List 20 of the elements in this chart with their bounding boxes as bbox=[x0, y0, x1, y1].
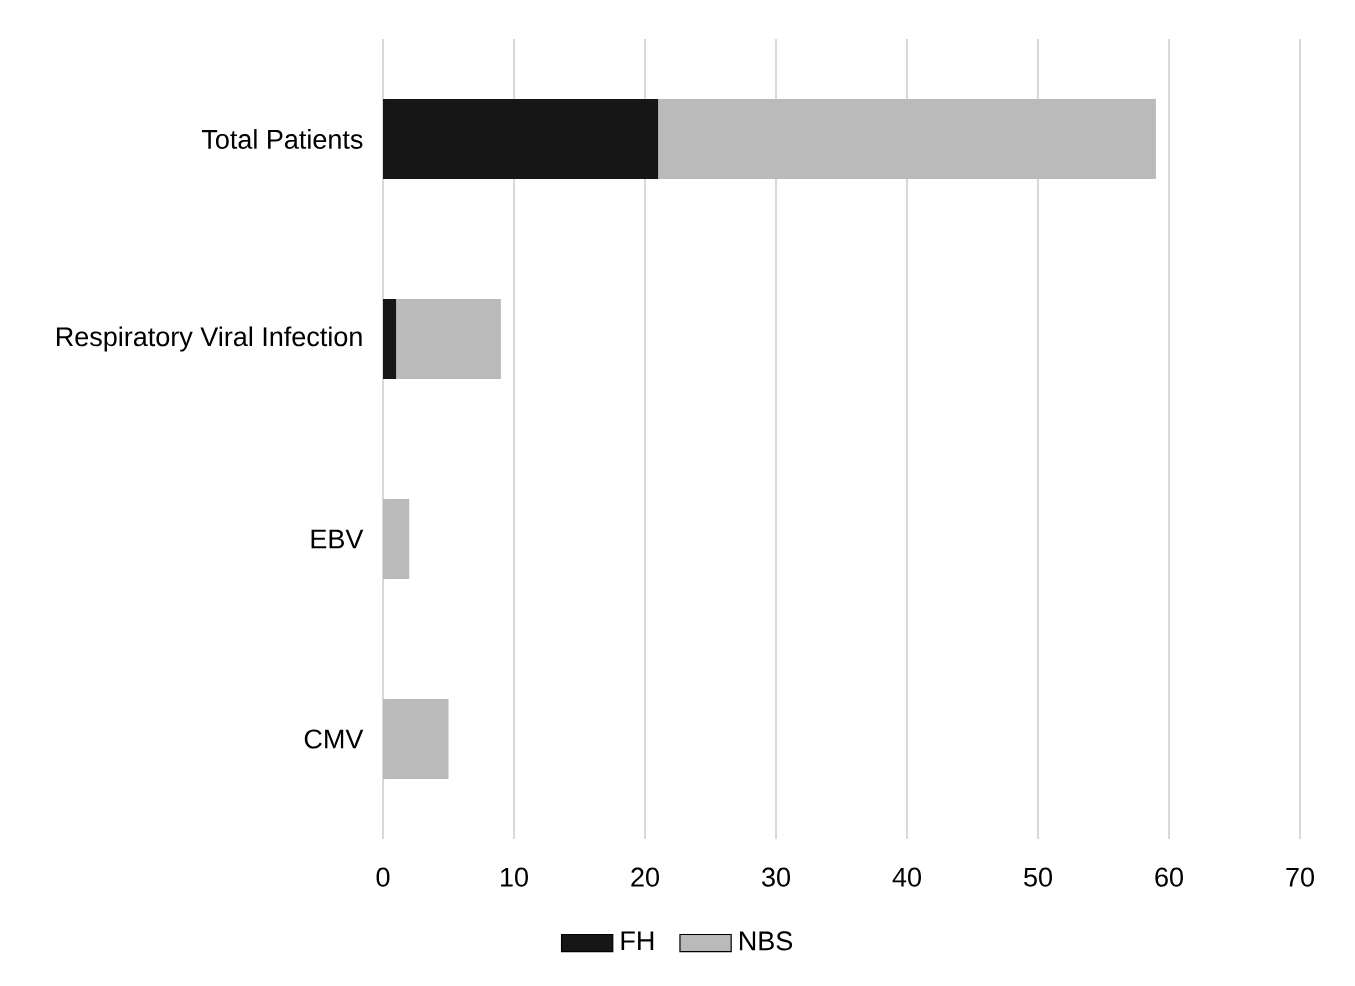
x-tick-label: 70 bbox=[1286, 867, 1314, 887]
bar bbox=[383, 499, 410, 579]
bar bbox=[658, 98, 1156, 179]
bar bbox=[383, 98, 659, 179]
legend-label: NBS bbox=[739, 931, 793, 951]
x-tick-label: 0 bbox=[376, 867, 390, 887]
y-tick-label: Total Patients bbox=[201, 129, 363, 149]
legend-label: FH bbox=[621, 931, 654, 951]
bar bbox=[383, 699, 449, 780]
y-tick-label: CMV bbox=[304, 729, 364, 749]
bar bbox=[383, 298, 397, 379]
x-tick-label: 60 bbox=[1155, 867, 1183, 887]
x-tick-label: 10 bbox=[501, 867, 528, 887]
bar bbox=[396, 298, 501, 379]
x-tick-label: 50 bbox=[1024, 867, 1052, 887]
y-tick-label: EBV bbox=[311, 529, 364, 549]
y-tick-label: Respiratory Viral Infection bbox=[56, 326, 362, 352]
x-tick-label: 40 bbox=[892, 867, 921, 887]
x-tick-label: 30 bbox=[762, 867, 790, 887]
x-tick-label: 20 bbox=[631, 867, 659, 887]
